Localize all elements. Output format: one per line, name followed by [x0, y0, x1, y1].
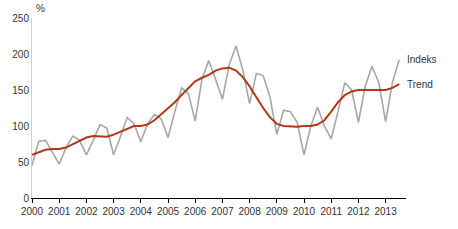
svg-text:150: 150	[12, 85, 29, 96]
svg-text:2007: 2007	[211, 206, 234, 217]
svg-text:2012: 2012	[347, 206, 370, 217]
svg-text:2008: 2008	[238, 206, 261, 217]
svg-text:2003: 2003	[102, 206, 125, 217]
svg-text:2002: 2002	[75, 206, 98, 217]
svg-text:2013: 2013	[374, 206, 397, 217]
svg-text:Trend: Trend	[407, 79, 433, 90]
svg-text:50: 50	[18, 157, 30, 168]
svg-text:2004: 2004	[130, 206, 153, 217]
svg-text:2010: 2010	[293, 206, 316, 217]
svg-text:2001: 2001	[48, 206, 71, 217]
svg-text:Indeks: Indeks	[407, 54, 436, 65]
svg-text:2011: 2011	[320, 206, 342, 217]
svg-text:0: 0	[23, 193, 29, 204]
svg-text:250: 250	[12, 13, 29, 24]
svg-text:2009: 2009	[266, 206, 289, 217]
svg-text:%: %	[36, 3, 45, 14]
svg-text:100: 100	[12, 121, 29, 132]
svg-text:2005: 2005	[157, 206, 180, 217]
svg-text:2000: 2000	[21, 206, 44, 217]
svg-text:2006: 2006	[184, 206, 207, 217]
svg-text:200: 200	[12, 49, 29, 60]
